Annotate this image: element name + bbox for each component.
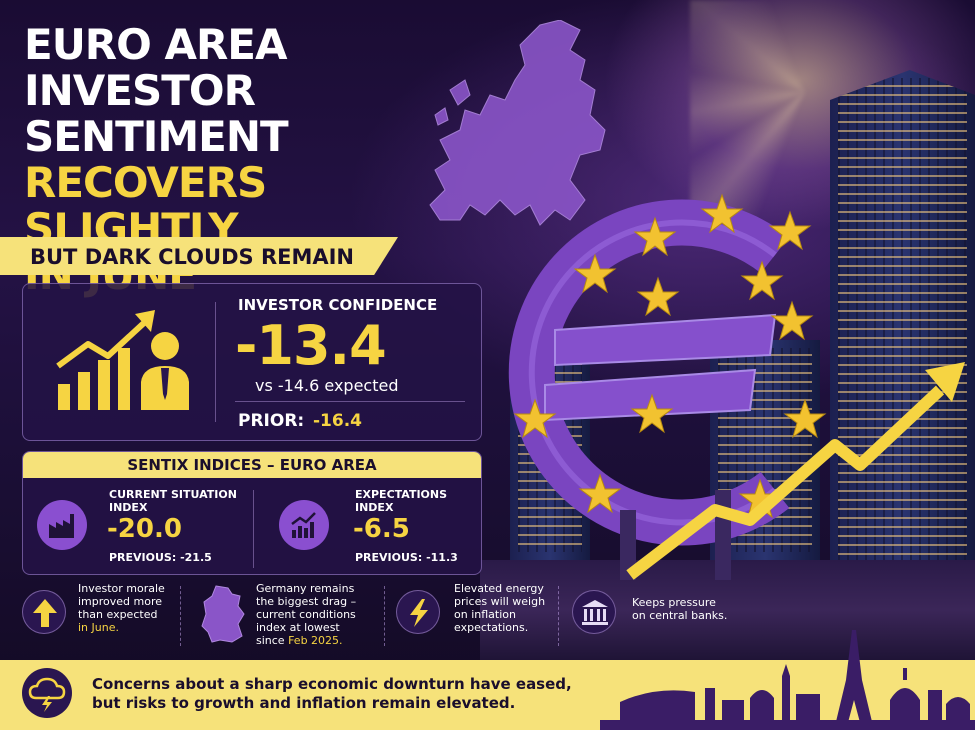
insight-text: Elevated energy prices will weigh on inf… <box>454 582 546 634</box>
current-situation-previous: PREVIOUS: -21.5 <box>109 551 212 564</box>
divider <box>215 302 216 422</box>
current-situation-value: -20.0 <box>107 514 182 544</box>
dashed-divider <box>558 586 559 646</box>
footer-text: Concerns about a sharp economic downturn… <box>92 675 572 712</box>
expectations-previous: PREVIOUS: -11.3 <box>355 551 458 564</box>
prior-value: -16.4 <box>313 411 362 431</box>
insight-text: Germany remains the biggest drag – curre… <box>256 582 357 647</box>
germany-map-icon <box>201 585 245 643</box>
bank-icon <box>572 590 616 634</box>
sentix-heading: SENTIX INDICES – EURO AREA <box>127 456 377 474</box>
lightning-icon <box>396 590 440 634</box>
expectations-value: -6.5 <box>353 514 410 544</box>
chart-up-icon <box>279 500 329 550</box>
insight-item: Keeps pressure on central banks. <box>572 582 752 652</box>
insights-row: Investor morale improved more than expec… <box>22 582 772 652</box>
divider <box>235 401 465 402</box>
insight-item: Elevated energy prices will weigh on inf… <box>396 582 566 652</box>
dashed-divider <box>180 586 181 646</box>
current-situation-label: CURRENT SITUATION INDEX <box>109 488 237 514</box>
europe-map-icon <box>429 20 606 226</box>
sentix-heading-bar: SENTIX INDICES – EURO AREA <box>23 452 481 478</box>
insight-item: Germany remains the biggest drag – curre… <box>194 582 384 652</box>
arrow-up-icon <box>22 590 66 634</box>
headline-line-1: EURO AREA <box>24 20 288 69</box>
subheadline: BUT DARK CLOUDS REMAIN <box>30 245 355 269</box>
dashed-divider <box>384 586 385 646</box>
sentix-indices-panel: SENTIX INDICES – EURO AREA CURRENT SITUA… <box>22 451 482 575</box>
headline-line-2: INVESTOR SENTIMENT <box>24 66 289 161</box>
subheadline-banner: BUT DARK CLOUDS REMAIN <box>0 237 398 275</box>
insight-text: Investor morale improved more than expec… <box>78 582 165 634</box>
insight-text: Keeps pressure on central banks. <box>632 596 728 622</box>
skyscraper <box>830 70 975 570</box>
factory-icon <box>37 500 87 550</box>
confidence-expected: vs -14.6 expected <box>255 376 399 395</box>
investor-confidence-panel: INVESTOR CONFIDENCE -13.4 vs -14.6 expec… <box>22 283 482 441</box>
confidence-value: -13.4 <box>235 314 387 377</box>
prior-label: PRIOR: <box>238 411 305 431</box>
expectations-label: EXPECTATIONS INDEX <box>355 488 448 514</box>
growth-investor-icon <box>56 310 189 410</box>
divider <box>253 490 254 568</box>
european-skyline-illustration <box>600 630 975 730</box>
confidence-label: INVESTOR CONFIDENCE <box>238 296 438 314</box>
euro-sculpture <box>508 193 965 580</box>
storm-cloud-icon <box>22 668 72 718</box>
insight-item: Investor morale improved more than expec… <box>22 582 182 652</box>
